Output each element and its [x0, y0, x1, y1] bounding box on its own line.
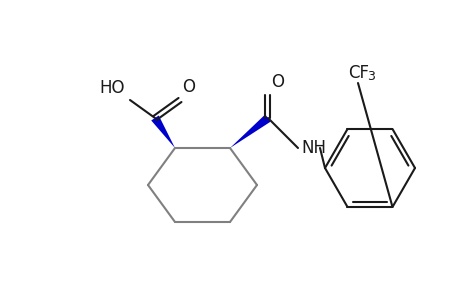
Text: O: O	[182, 78, 195, 96]
Polygon shape	[151, 116, 174, 148]
Polygon shape	[230, 115, 270, 148]
Text: HO: HO	[99, 79, 125, 97]
Text: O: O	[270, 73, 283, 91]
Text: NH: NH	[300, 139, 325, 157]
Text: 3: 3	[366, 70, 374, 83]
Text: CF: CF	[347, 64, 368, 82]
